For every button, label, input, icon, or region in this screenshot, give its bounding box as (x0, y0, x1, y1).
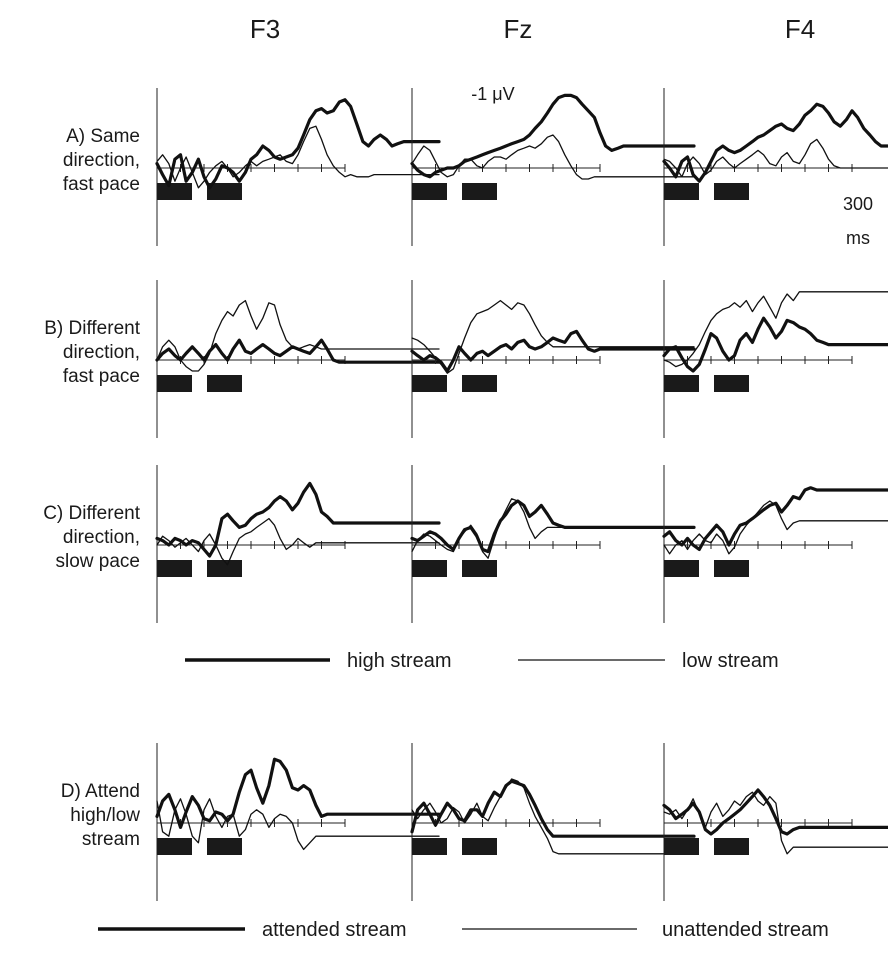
stimulus-block-1 (664, 560, 699, 577)
trace-high-stream (155, 98, 441, 190)
scale-annotation: -1 μV 300 ms (471, 84, 873, 248)
column-header-f4: F4 (785, 14, 815, 44)
panel-fz-row-3 (410, 465, 696, 623)
stimulus-block-2 (207, 183, 242, 200)
stimulus-block-1 (412, 375, 447, 392)
trace-high-stream (662, 102, 888, 183)
stimulus-block-1 (157, 183, 192, 200)
trace-high-stream (155, 338, 441, 364)
panel-f4-row-4 (662, 743, 888, 901)
stimulus-block-2 (462, 375, 497, 392)
row-label-3-line-1: C) Different (43, 503, 141, 524)
stimulus-block-1 (412, 183, 447, 200)
stimulus-block-1 (412, 838, 447, 855)
panel-f4-row-3 (662, 465, 888, 623)
panel-fz-row-1 (410, 88, 696, 246)
trace-high-stream (155, 481, 441, 558)
trace-high-stream (662, 316, 888, 373)
panel-f4-row-1 (662, 88, 888, 246)
row-label-3-line-2: direction, (63, 527, 140, 548)
trace-low-stream (411, 299, 695, 374)
row-labels: A) Same direction, fast pace B) Different di… (43, 126, 141, 850)
stimulus-block-1 (157, 560, 192, 577)
erp-panels (155, 88, 888, 901)
panel-fz-row-2 (410, 280, 696, 438)
trace-low-stream (411, 134, 695, 180)
stimulus-block-1 (157, 838, 192, 855)
legend-label-high-2: attended stream (262, 919, 407, 941)
stimulus-block-2 (207, 560, 242, 577)
row-label-4-line-2: high/low (70, 805, 140, 826)
panel-f3-row-3 (155, 465, 441, 623)
trace-low-stream (156, 517, 440, 566)
row-label-1-line-3: fast pace (63, 174, 140, 195)
panel-f3-row-2 (155, 280, 441, 438)
stimulus-block-1 (412, 560, 447, 577)
stimulus-block-1 (664, 183, 699, 200)
trace-high-stream (662, 486, 888, 551)
panel-f4-row-2 (662, 280, 888, 438)
row-label-2-line-1: B) Different (44, 318, 140, 339)
trace-low-stream (663, 791, 888, 855)
trace-low-stream (411, 778, 695, 855)
row-label-3-line-3: slow pace (56, 551, 141, 572)
trace-high-stream (155, 757, 441, 829)
stimulus-block-1 (664, 375, 699, 392)
legend-label-low-1: low stream (682, 650, 779, 672)
stimulus-block-1 (157, 375, 192, 392)
legend-label-low-2: unattended stream (662, 919, 829, 941)
trace-low-stream (663, 500, 888, 555)
stimulus-block-1 (664, 838, 699, 855)
trace-low-stream (663, 291, 888, 368)
row-label-4-line-3: stream (82, 829, 140, 850)
scale-time-unit: ms (846, 228, 870, 248)
stimulus-block-2 (714, 560, 749, 577)
trace-low-stream (156, 125, 440, 189)
stimulus-block-2 (207, 838, 242, 855)
trace-high-stream (410, 93, 696, 179)
row-label-2-line-3: fast pace (63, 366, 140, 387)
row-label-1-line-1: A) Same (66, 126, 140, 147)
trace-low-stream (663, 138, 888, 178)
column-header-fz: Fz (504, 14, 533, 44)
panel-fz-row-4 (410, 743, 696, 901)
scale-time-value: 300 (843, 194, 873, 214)
stimulus-block-2 (714, 838, 749, 855)
trace-high-stream (410, 329, 696, 373)
stimulus-block-2 (462, 183, 497, 200)
panel-f3-row-4 (155, 743, 441, 901)
scale-amplitude-label: -1 μV (471, 84, 514, 104)
stimulus-block-2 (462, 838, 497, 855)
panel-f3-row-1 (155, 88, 441, 246)
stimulus-block-2 (714, 183, 749, 200)
trace-high-stream (410, 779, 696, 838)
legend-label-high-1: high stream (347, 650, 452, 672)
stimulus-block-2 (462, 560, 497, 577)
legends: high stream low stream attended stream unat… (98, 650, 829, 941)
stimulus-block-2 (714, 375, 749, 392)
trace-high-stream (662, 788, 888, 836)
trace-high-stream (410, 499, 696, 554)
column-headers: F3 Fz F4 (250, 14, 815, 44)
row-label-1-line-2: direction, (63, 150, 140, 171)
column-header-f3: F3 (250, 14, 280, 44)
row-label-2-line-2: direction, (63, 342, 140, 363)
row-label-4-line-1: D) Attend (61, 781, 140, 802)
stimulus-block-2 (207, 375, 242, 392)
trace-low-stream (156, 798, 440, 851)
